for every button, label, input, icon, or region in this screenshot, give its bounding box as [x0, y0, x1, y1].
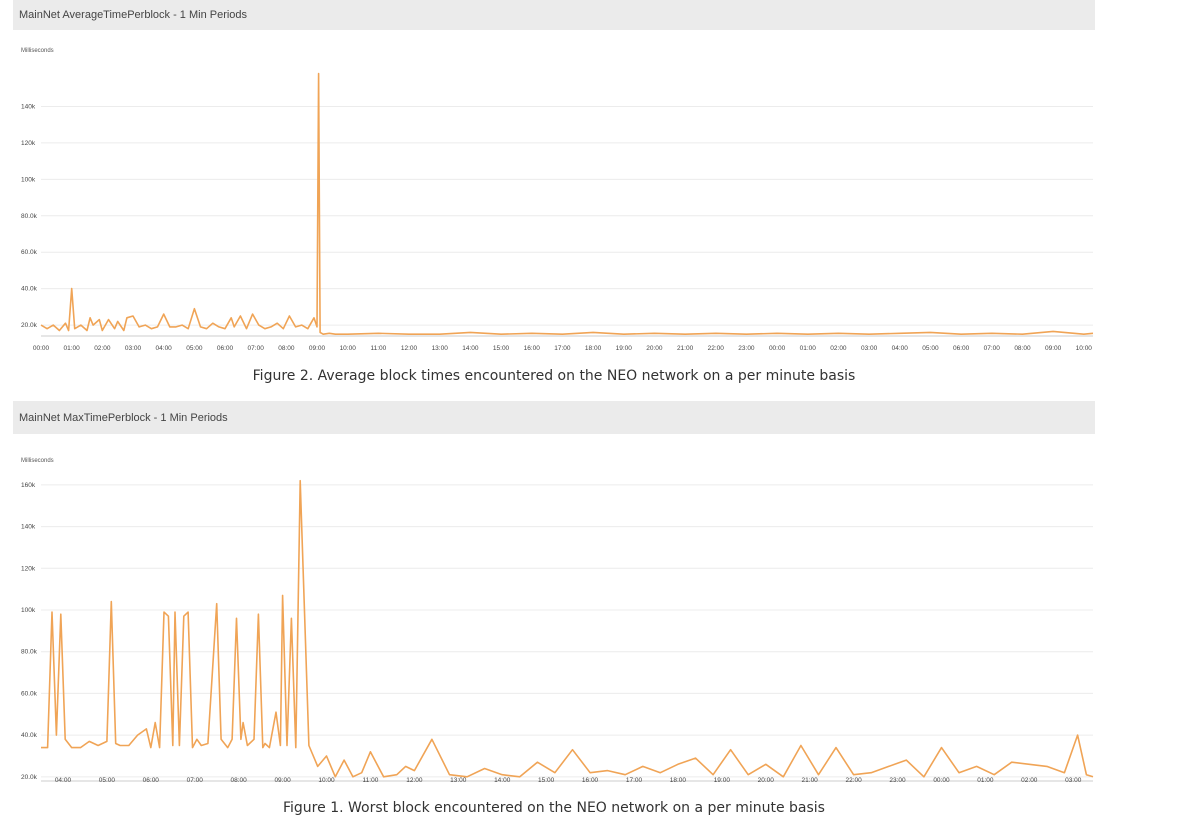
x-tick-label: 18:00 [670, 777, 687, 784]
x-tick-label: 23:00 [738, 345, 755, 352]
series-line [41, 479, 1094, 778]
x-tick-label: 17:00 [626, 777, 643, 784]
x-tick-label: 03:00 [125, 345, 142, 352]
x-tick-label: 08:00 [231, 777, 248, 784]
figure-1-caption: Figure 1. Worst block encountered on the… [283, 800, 825, 816]
y-tick-label: 120k [21, 140, 36, 147]
x-tick-label: 05:00 [922, 345, 939, 352]
x-tick-label: 01:00 [64, 345, 81, 352]
x-tick-label: 10:00 [340, 345, 357, 352]
y-axis-label: Milliseconds [21, 458, 54, 464]
y-tick-label: 100k [21, 176, 36, 183]
x-tick-label: 16:00 [524, 345, 541, 352]
y-axis-label: Milliseconds [21, 48, 54, 54]
y-tick-label: 60.0k [21, 249, 38, 256]
x-tick-label: 15:00 [493, 345, 510, 352]
x-tick-label: 04:00 [55, 777, 72, 784]
x-tick-label: 00:00 [769, 345, 786, 352]
x-tick-label: 21:00 [677, 345, 694, 352]
y-tick-label: 140k [21, 103, 36, 110]
chart-max: Milliseconds 20.0k 40.0k 60.0k 80.0k 100k 120k… [21, 458, 1094, 784]
x-tick-label: 02:00 [94, 345, 111, 352]
x-tick-label: 02:00 [1021, 777, 1038, 784]
x-tick-label: 06:00 [143, 777, 160, 784]
x-tick-label: 11:00 [370, 345, 386, 352]
y-tick-label: 20.0k [21, 774, 38, 781]
chart-average-panel: MainNet AverageTimePerblock - 1 Min Peri… [13, 0, 1095, 360]
x-tick-label: 01:00 [800, 345, 817, 352]
chart-average-title: MainNet AverageTimePerblock - 1 Min Peri… [13, 0, 1095, 30]
x-tick-label: 20:00 [758, 777, 775, 784]
x-tick-label: 09:00 [1045, 345, 1062, 352]
x-tick-label: 07:00 [984, 345, 1001, 352]
y-tick-label: 140k [21, 524, 36, 531]
x-tick-label: 09:00 [274, 777, 291, 784]
x-tick-label: 22:00 [845, 777, 862, 784]
x-tick-label: 01:00 [977, 777, 994, 784]
chart-average: Milliseconds 20.0k 40.0k 60.0k 80.0k 100k 120k… [21, 48, 1094, 352]
x-tick-label: 08:00 [278, 345, 295, 352]
x-tick-label: 05:00 [186, 345, 203, 352]
x-tick-label: 17:00 [554, 345, 571, 352]
x-tick-label: 09:00 [309, 345, 326, 352]
y-tick-label: 80.0k [21, 649, 38, 656]
x-tick-label: 13:00 [450, 777, 467, 784]
y-tick-label: 100k [21, 607, 36, 614]
x-tick-label: 07:00 [187, 777, 204, 784]
x-tick-label: 14:00 [462, 345, 479, 352]
chart-max-title: MainNet MaxTimePerblock - 1 Min Periods [13, 401, 1095, 434]
y-tick-label: 60.0k [21, 690, 38, 697]
x-tick-label: 10:00 [318, 777, 335, 784]
x-tick-label: 12:00 [401, 345, 418, 352]
x-tick-label: 04:00 [892, 345, 909, 352]
x-tick-label: 22:00 [708, 345, 725, 352]
chart-max-panel: MainNet MaxTimePerblock - 1 Min Periods … [13, 401, 1095, 794]
x-tick-label: 03:00 [1065, 777, 1082, 784]
x-tick-label: 12:00 [406, 777, 423, 784]
x-tick-label: 11:00 [363, 777, 379, 784]
y-tick-label: 20.0k [21, 322, 38, 329]
x-tick-label: 18:00 [585, 345, 602, 352]
x-tick-label: 19:00 [714, 777, 731, 784]
y-tick-label: 40.0k [21, 732, 38, 739]
x-tick-label: 07:00 [248, 345, 265, 352]
x-tick-label: 15:00 [538, 777, 555, 784]
x-tick-label: 10:00 [1076, 345, 1093, 352]
x-tick-label: 14:00 [494, 777, 511, 784]
x-tick-label: 21:00 [802, 777, 819, 784]
x-tick-label: 00:00 [933, 777, 950, 784]
x-tick-label: 04:00 [156, 345, 173, 352]
y-tick-label: 80.0k [21, 213, 38, 220]
x-tick-label: 20:00 [646, 345, 663, 352]
x-tick-label: 08:00 [1014, 345, 1031, 352]
x-tick-label: 13:00 [432, 345, 449, 352]
y-tick-label: 40.0k [21, 286, 38, 293]
series-line [40, 72, 1094, 335]
y-tick-label: 160k [21, 482, 36, 489]
y-tick-label: 120k [21, 565, 36, 572]
x-tick-label: 02:00 [830, 345, 847, 352]
x-tick-label: 16:00 [582, 777, 599, 784]
figure-2-caption: Figure 2. Average block times encountere… [252, 368, 856, 384]
x-tick-label: 06:00 [953, 345, 970, 352]
x-tick-label: 19:00 [616, 345, 633, 352]
x-tick-label: 00:00 [33, 345, 50, 352]
x-tick-label: 23:00 [889, 777, 906, 784]
x-tick-label: 03:00 [861, 345, 878, 352]
x-tick-label: 06:00 [217, 345, 234, 352]
x-tick-label: 05:00 [99, 777, 116, 784]
